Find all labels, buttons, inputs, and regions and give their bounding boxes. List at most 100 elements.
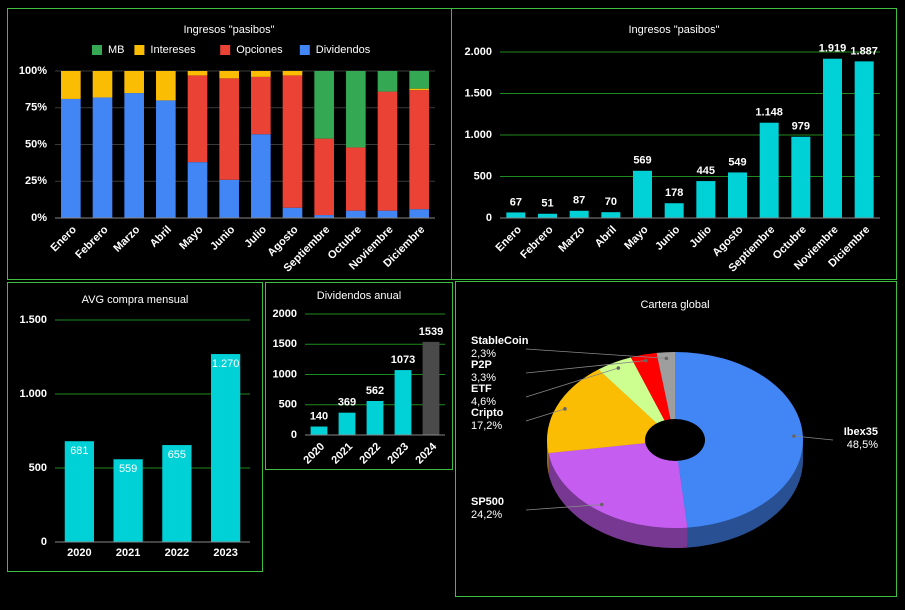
value-label: 51 [541,198,553,210]
x-tick-label: 2021 [329,441,355,467]
value-label: 1.887 [850,45,878,57]
x-tick-label: Mayo [622,223,651,252]
x-tick-label: 2023 [385,441,411,467]
y-tick-label: 0% [31,212,47,224]
x-tick-label: Enero [48,224,79,255]
leader-line [525,408,566,422]
legend-swatch [220,45,231,55]
x-tick-label: Febrero [518,224,556,262]
panel [265,282,453,470]
value-label: 70 [605,196,617,208]
value-label: 979 [792,121,810,133]
x-tick-label: Marzo [556,223,587,254]
bar [601,212,621,218]
bar-segment [156,71,176,101]
bar [696,181,716,218]
leader-dot [664,356,669,361]
legend-label: MB [108,44,125,56]
value-label: 369 [338,397,356,409]
value-label: 87 [573,195,585,207]
bar-segment [187,71,208,76]
chart-title: Dividendos anual [317,290,401,302]
leader-line [525,504,602,511]
y-tick-label: 2.000 [464,46,492,58]
bar-segment [124,71,144,94]
bar [664,203,684,218]
bar [633,170,652,218]
bar-segment [251,134,271,218]
y-tick-label: 500 [279,399,297,411]
bar-segment [314,215,334,218]
bar-segment [377,210,398,218]
donut-hole [645,419,705,461]
bar [366,400,384,435]
value-label: 140 [310,410,328,422]
bar [506,212,526,218]
value-label: 549 [728,156,746,168]
leader-line [793,435,834,441]
value-label: 1073 [391,354,415,366]
legend-label: Intereses [150,44,196,56]
bar-segment [377,91,398,211]
bar-segment [409,71,429,89]
y-tick-label: 0 [486,212,492,224]
y-tick-label: 0 [41,536,47,548]
bar-segment [92,97,113,218]
value-label: 1539 [419,326,443,338]
value-label: 569 [633,155,651,167]
slice-value-label: 2,3% [471,348,496,360]
value-label: 445 [697,165,715,177]
x-tick-label: Abril [593,224,619,250]
bar-segment [409,88,429,91]
bar-segment [61,98,81,218]
bar-segment [219,179,239,218]
value-label: 559 [119,463,137,475]
y-tick-label: 1.000 [464,129,492,141]
value-label: 1.270 [212,358,240,370]
bar-segment [346,71,366,148]
bar [728,172,747,218]
x-tick-label: Enero [493,224,524,255]
bar-segment [314,71,334,139]
bar-segment [124,93,144,218]
bar-segment [156,100,176,218]
x-tick-label: Febrero [73,224,111,262]
panel [7,282,263,572]
slice-value-label: 48,5% [847,439,878,451]
y-tick-label: 0 [291,429,297,441]
slice-label: P2P [471,359,492,371]
leader-dot [563,407,567,411]
bar-segment [92,71,113,98]
bar-segment [377,71,398,92]
value-label: 178 [665,187,683,199]
bar [338,412,356,435]
bar [113,459,143,542]
x-tick-label: Mayo [177,223,206,252]
y-tick-label: 500 [474,170,492,182]
x-tick-label: Abril [148,224,174,250]
bar-segment [61,71,81,99]
bar-segment [187,75,208,163]
slice [598,357,675,440]
x-tick-label: Marzo [111,223,142,254]
bar-segment [409,209,429,218]
slice-value-label: 24,2% [471,509,502,521]
panel [455,281,897,597]
bar [791,136,811,218]
chart-title: AVG compra mensual [82,294,189,306]
bar [569,210,589,218]
x-tick-label: Julio [687,223,714,250]
x-tick-label: Julio [242,223,269,250]
chart-title: Ingresos "pasibos" [184,24,275,36]
bar [422,341,440,435]
y-tick-label: 2000 [273,308,297,320]
slice-label: Ibex35 [844,426,878,438]
legend-swatch [134,45,145,55]
slice-label: SP500 [471,496,504,508]
bar [538,213,557,218]
bar-segment [251,76,271,135]
legend-label: Opciones [236,44,283,56]
x-tick-label: Junio [208,224,237,253]
x-tick-label: 2020 [301,441,327,467]
value-label: 67 [510,196,522,208]
